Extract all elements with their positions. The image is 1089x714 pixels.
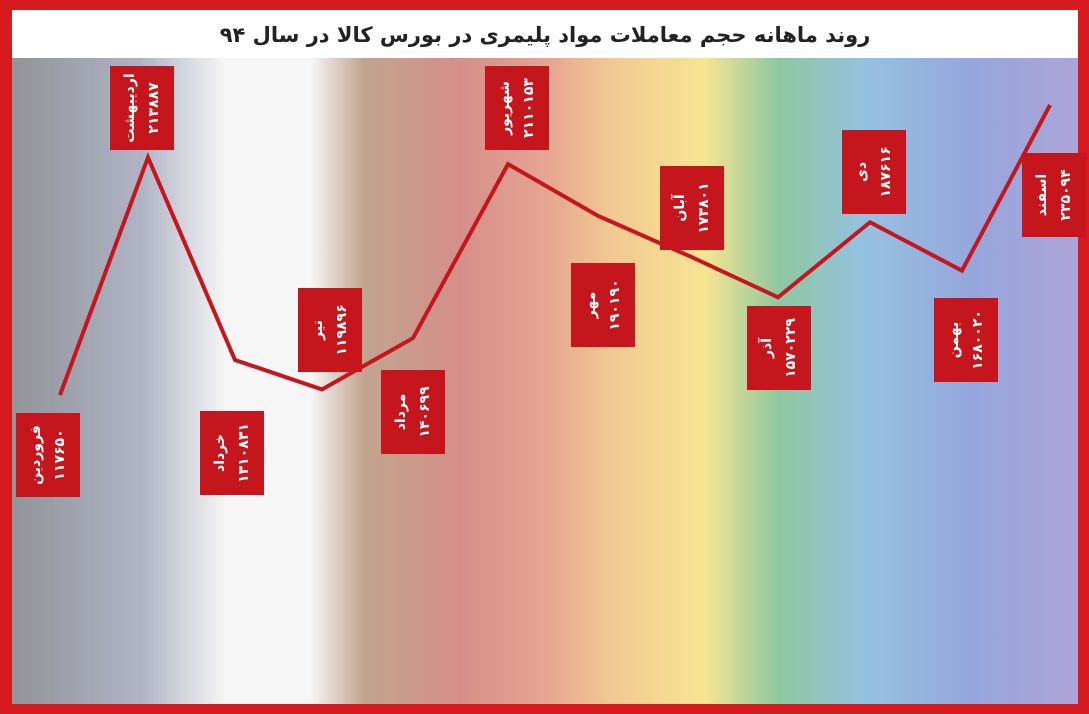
- value-label: ۲۱۱۰۱۵۳: [521, 78, 537, 138]
- label: دی ۱۸۷۶۱۶: [854, 146, 894, 197]
- month-label: اسفند: [1034, 174, 1050, 216]
- label: خرداد ۱۳۱۰۸۳۱: [212, 423, 252, 483]
- value-label: ۱۶۸۰۰۲۰: [970, 310, 986, 370]
- month-label: خرداد: [212, 434, 228, 472]
- month-label: اردیبهشت: [122, 73, 138, 142]
- value-label: ۱۷۳۸۰۱: [696, 182, 712, 233]
- label: اردیبهشت ۲۱۳۸۸۷: [122, 73, 162, 142]
- label-box: [200, 411, 264, 495]
- label: شهریور ۲۱۱۰۱۵۳: [497, 78, 537, 138]
- value-label: ۱۸۷۶۱۶: [878, 146, 894, 197]
- label-box: [298, 288, 362, 372]
- month-label: دی: [854, 162, 870, 182]
- value-label: ۲۳۵۰۹۴: [1058, 169, 1074, 221]
- label: آبان ۱۷۳۸۰۱: [670, 182, 712, 233]
- label: مرداد ۱۴۰۶۹۹: [393, 386, 433, 438]
- value-label: ۱۱۷۶۵۰: [52, 429, 68, 480]
- value-label: ۱۹۰۱۹۰: [607, 279, 623, 330]
- label-box: [571, 263, 635, 347]
- label: مهر ۱۹۰۱۹۰: [583, 279, 623, 330]
- label-box: [934, 298, 998, 382]
- month-label: تیر: [310, 320, 326, 341]
- label-box: [381, 370, 445, 454]
- label-box: [842, 130, 906, 214]
- chart-title: روند ماهانه حجم معاملات مواد پلیمری در ب…: [220, 23, 871, 47]
- value-label: ۱۴۰۶۹۹: [417, 386, 433, 438]
- label-box: [16, 413, 80, 497]
- month-label: آذر: [757, 337, 775, 359]
- label-box: [660, 166, 724, 250]
- value-label: ۱۳۱۰۸۳۱: [236, 423, 252, 483]
- label: آذر ۱۵۷۰۲۲۹: [757, 318, 799, 378]
- plot: فروردین ۱۱۷۶۵۰ اردیبهشت ۲۱۳۸۸۷ خرداد ۱۳۱۰۸۳۱ ت…: [16, 66, 1086, 497]
- month-label: بهمن: [946, 322, 962, 358]
- label-box: [110, 66, 174, 150]
- label: تیر ۱۱۹۸۹۶: [310, 304, 350, 355]
- label: اسفند ۲۳۵۰۹۴: [1034, 169, 1074, 221]
- value-label: ۱۵۷۰۲۲۹: [783, 318, 799, 378]
- label-box: [1022, 153, 1086, 237]
- value-label: ۲۱۳۸۸۷: [146, 82, 162, 134]
- label: فروردین ۱۱۷۶۵۰: [28, 425, 68, 485]
- month-label: فروردین: [28, 425, 44, 485]
- month-label: شهریور: [497, 81, 513, 136]
- line: [58, 104, 1052, 396]
- label-box: [747, 306, 811, 390]
- label: بهمن ۱۶۸۰۰۲۰: [946, 310, 986, 370]
- overlay: [12, 58, 1078, 704]
- month-label: آبان: [670, 193, 688, 221]
- value-label: ۱۱۹۸۹۶: [334, 304, 350, 355]
- label-box: [485, 66, 549, 150]
- month-label: مهر: [583, 292, 599, 320]
- month-label: مرداد: [393, 394, 409, 431]
